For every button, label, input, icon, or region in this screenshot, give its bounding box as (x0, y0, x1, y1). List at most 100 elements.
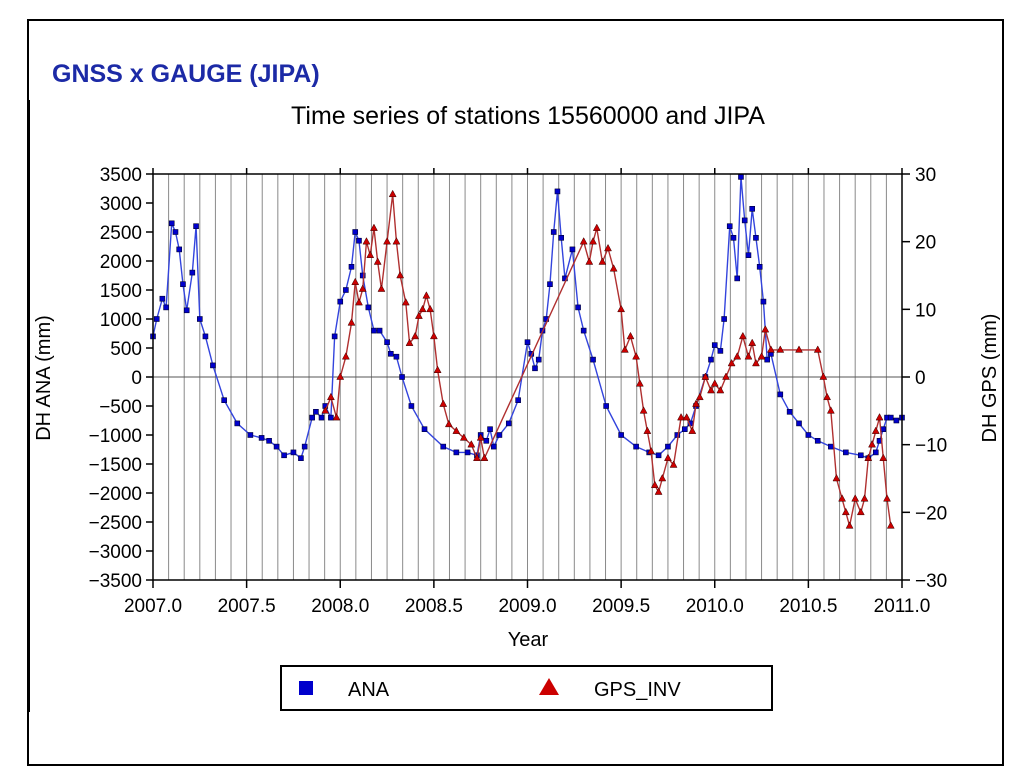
y-tick-label: 1500 (100, 281, 142, 302)
data-point (388, 350, 394, 357)
data-point (823, 392, 832, 401)
y-tick-label: −2500 (89, 513, 142, 534)
data-point (871, 426, 880, 434)
data-point (858, 452, 864, 459)
data-point (383, 237, 391, 245)
data-point (422, 291, 431, 299)
data-point (875, 413, 884, 421)
data-point (665, 443, 671, 450)
data-point (760, 298, 767, 305)
data-point (172, 229, 179, 235)
data-point (734, 275, 741, 282)
data-point (569, 246, 576, 253)
data-point (692, 399, 700, 407)
y-tick-label: −1500 (89, 455, 142, 476)
data-point (893, 417, 900, 424)
data-point (658, 473, 667, 482)
data-point (328, 414, 334, 421)
data-point (677, 413, 685, 421)
data-point (752, 358, 760, 367)
data-point (598, 257, 607, 265)
data-point (618, 432, 624, 438)
data-point (868, 440, 876, 448)
data-point (221, 397, 227, 404)
data-point (826, 406, 835, 414)
data-point (682, 413, 691, 421)
data-point (547, 281, 553, 288)
data-point (321, 406, 330, 414)
data-point (669, 460, 678, 468)
data-point (258, 435, 265, 441)
x-tick-label: 2007.0 (124, 596, 182, 617)
series-line (324, 194, 892, 527)
data-point (843, 449, 849, 456)
data-point (326, 392, 335, 401)
y-tick-label: −3000 (89, 542, 142, 563)
data-point (366, 250, 375, 258)
data-point (336, 372, 345, 380)
series-gps-inv (321, 189, 895, 529)
data-point (609, 264, 618, 272)
data-point (643, 426, 652, 434)
legend-gps-marker (539, 678, 559, 695)
data-point (401, 298, 410, 306)
data-point (749, 206, 756, 212)
data-point (632, 352, 641, 360)
data-point (515, 397, 521, 404)
data-point (841, 507, 850, 516)
data-point (617, 304, 626, 313)
data-point (883, 494, 891, 502)
data-point (727, 358, 736, 367)
y-tick-label: 3000 (100, 194, 142, 215)
data-point (647, 446, 656, 455)
data-point (558, 235, 565, 241)
data-point (153, 316, 160, 322)
data-point (373, 257, 382, 265)
data-point (452, 426, 461, 434)
data-point (476, 433, 485, 441)
data-point (579, 237, 588, 245)
data-point (590, 356, 596, 363)
data-point (701, 372, 710, 380)
data-point (589, 237, 597, 245)
data-point (655, 452, 662, 459)
data-point (298, 455, 304, 462)
data-point (872, 449, 879, 456)
data-point (189, 269, 196, 276)
x-tick-label: 2008.5 (405, 596, 463, 617)
data-point (343, 287, 349, 293)
legend: ANA GPS_INV (280, 665, 773, 711)
data-point (392, 237, 401, 245)
data-point (358, 284, 367, 292)
data-point (856, 507, 865, 516)
x-tick-label: 2007.5 (218, 596, 276, 617)
data-point (168, 220, 175, 227)
data-point (313, 408, 319, 415)
data-point (626, 331, 635, 340)
legend-ana-label: ANA (348, 679, 390, 701)
data-point (371, 327, 377, 334)
data-point (535, 356, 542, 363)
data-point (721, 316, 727, 322)
data-point (290, 449, 297, 456)
chart-axes: 2007.0 2007.5 2008.0 2008.5 2009.0 2009.5 2010… (89, 165, 948, 617)
data-point (426, 304, 435, 313)
data-point (688, 426, 697, 434)
data-point (730, 235, 737, 241)
data-point (733, 352, 742, 360)
data-point (603, 403, 609, 409)
data-point (716, 386, 725, 394)
data-point (707, 386, 715, 394)
data-point (635, 379, 644, 387)
data-point (756, 263, 763, 270)
data-point (384, 339, 390, 346)
data-point (197, 316, 203, 322)
slide-title: GNSS x GAUGE (JIPA) (52, 60, 320, 88)
data-point (654, 487, 663, 495)
chart-title: Time series of stations 15560000 and JIP… (291, 102, 765, 130)
data-point (193, 223, 199, 229)
data-point (473, 453, 481, 461)
y-tick-label: −500 (99, 397, 142, 418)
data-point (726, 223, 733, 229)
